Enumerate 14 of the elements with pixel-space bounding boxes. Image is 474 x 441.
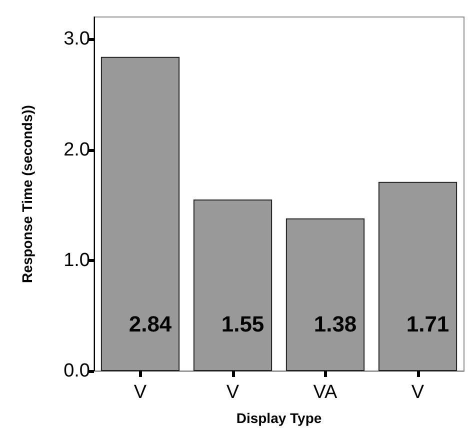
data-label: 1.71 [406,312,450,336]
x-tick-label: VA [313,382,338,403]
y-tick-label: 1.0 [64,250,90,271]
x-axis-title: Display Type [236,410,322,426]
data-label: 1.55 [221,312,264,336]
x-tick-label: V [226,382,240,403]
y-tick-label: 3.0 [64,28,90,50]
data-label: 1.38 [314,312,357,336]
y-tick-label: 0.0 [64,360,90,382]
y-axis-title: Response Time (seconds)) [19,105,35,283]
data-label: 2.84 [128,312,172,336]
x-tick-label: V [134,382,147,403]
x-tick-label: V [411,382,424,403]
y-tick-label: 2.0 [64,139,90,160]
